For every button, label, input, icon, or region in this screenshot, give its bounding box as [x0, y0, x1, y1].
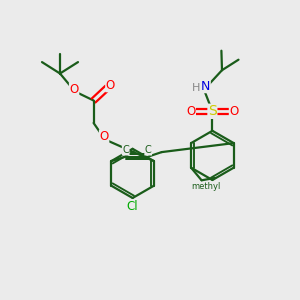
Text: O: O [230, 105, 238, 118]
Text: O: O [70, 82, 79, 96]
Text: Cl: Cl [127, 200, 138, 213]
Text: C: C [145, 145, 152, 155]
Text: C: C [122, 145, 129, 155]
Text: O: O [186, 105, 195, 118]
Text: N: N [201, 80, 210, 93]
Text: O: O [100, 130, 109, 143]
Text: H: H [192, 83, 200, 93]
Text: methyl: methyl [191, 182, 221, 191]
Text: O: O [106, 79, 115, 92]
Text: S: S [208, 104, 217, 118]
